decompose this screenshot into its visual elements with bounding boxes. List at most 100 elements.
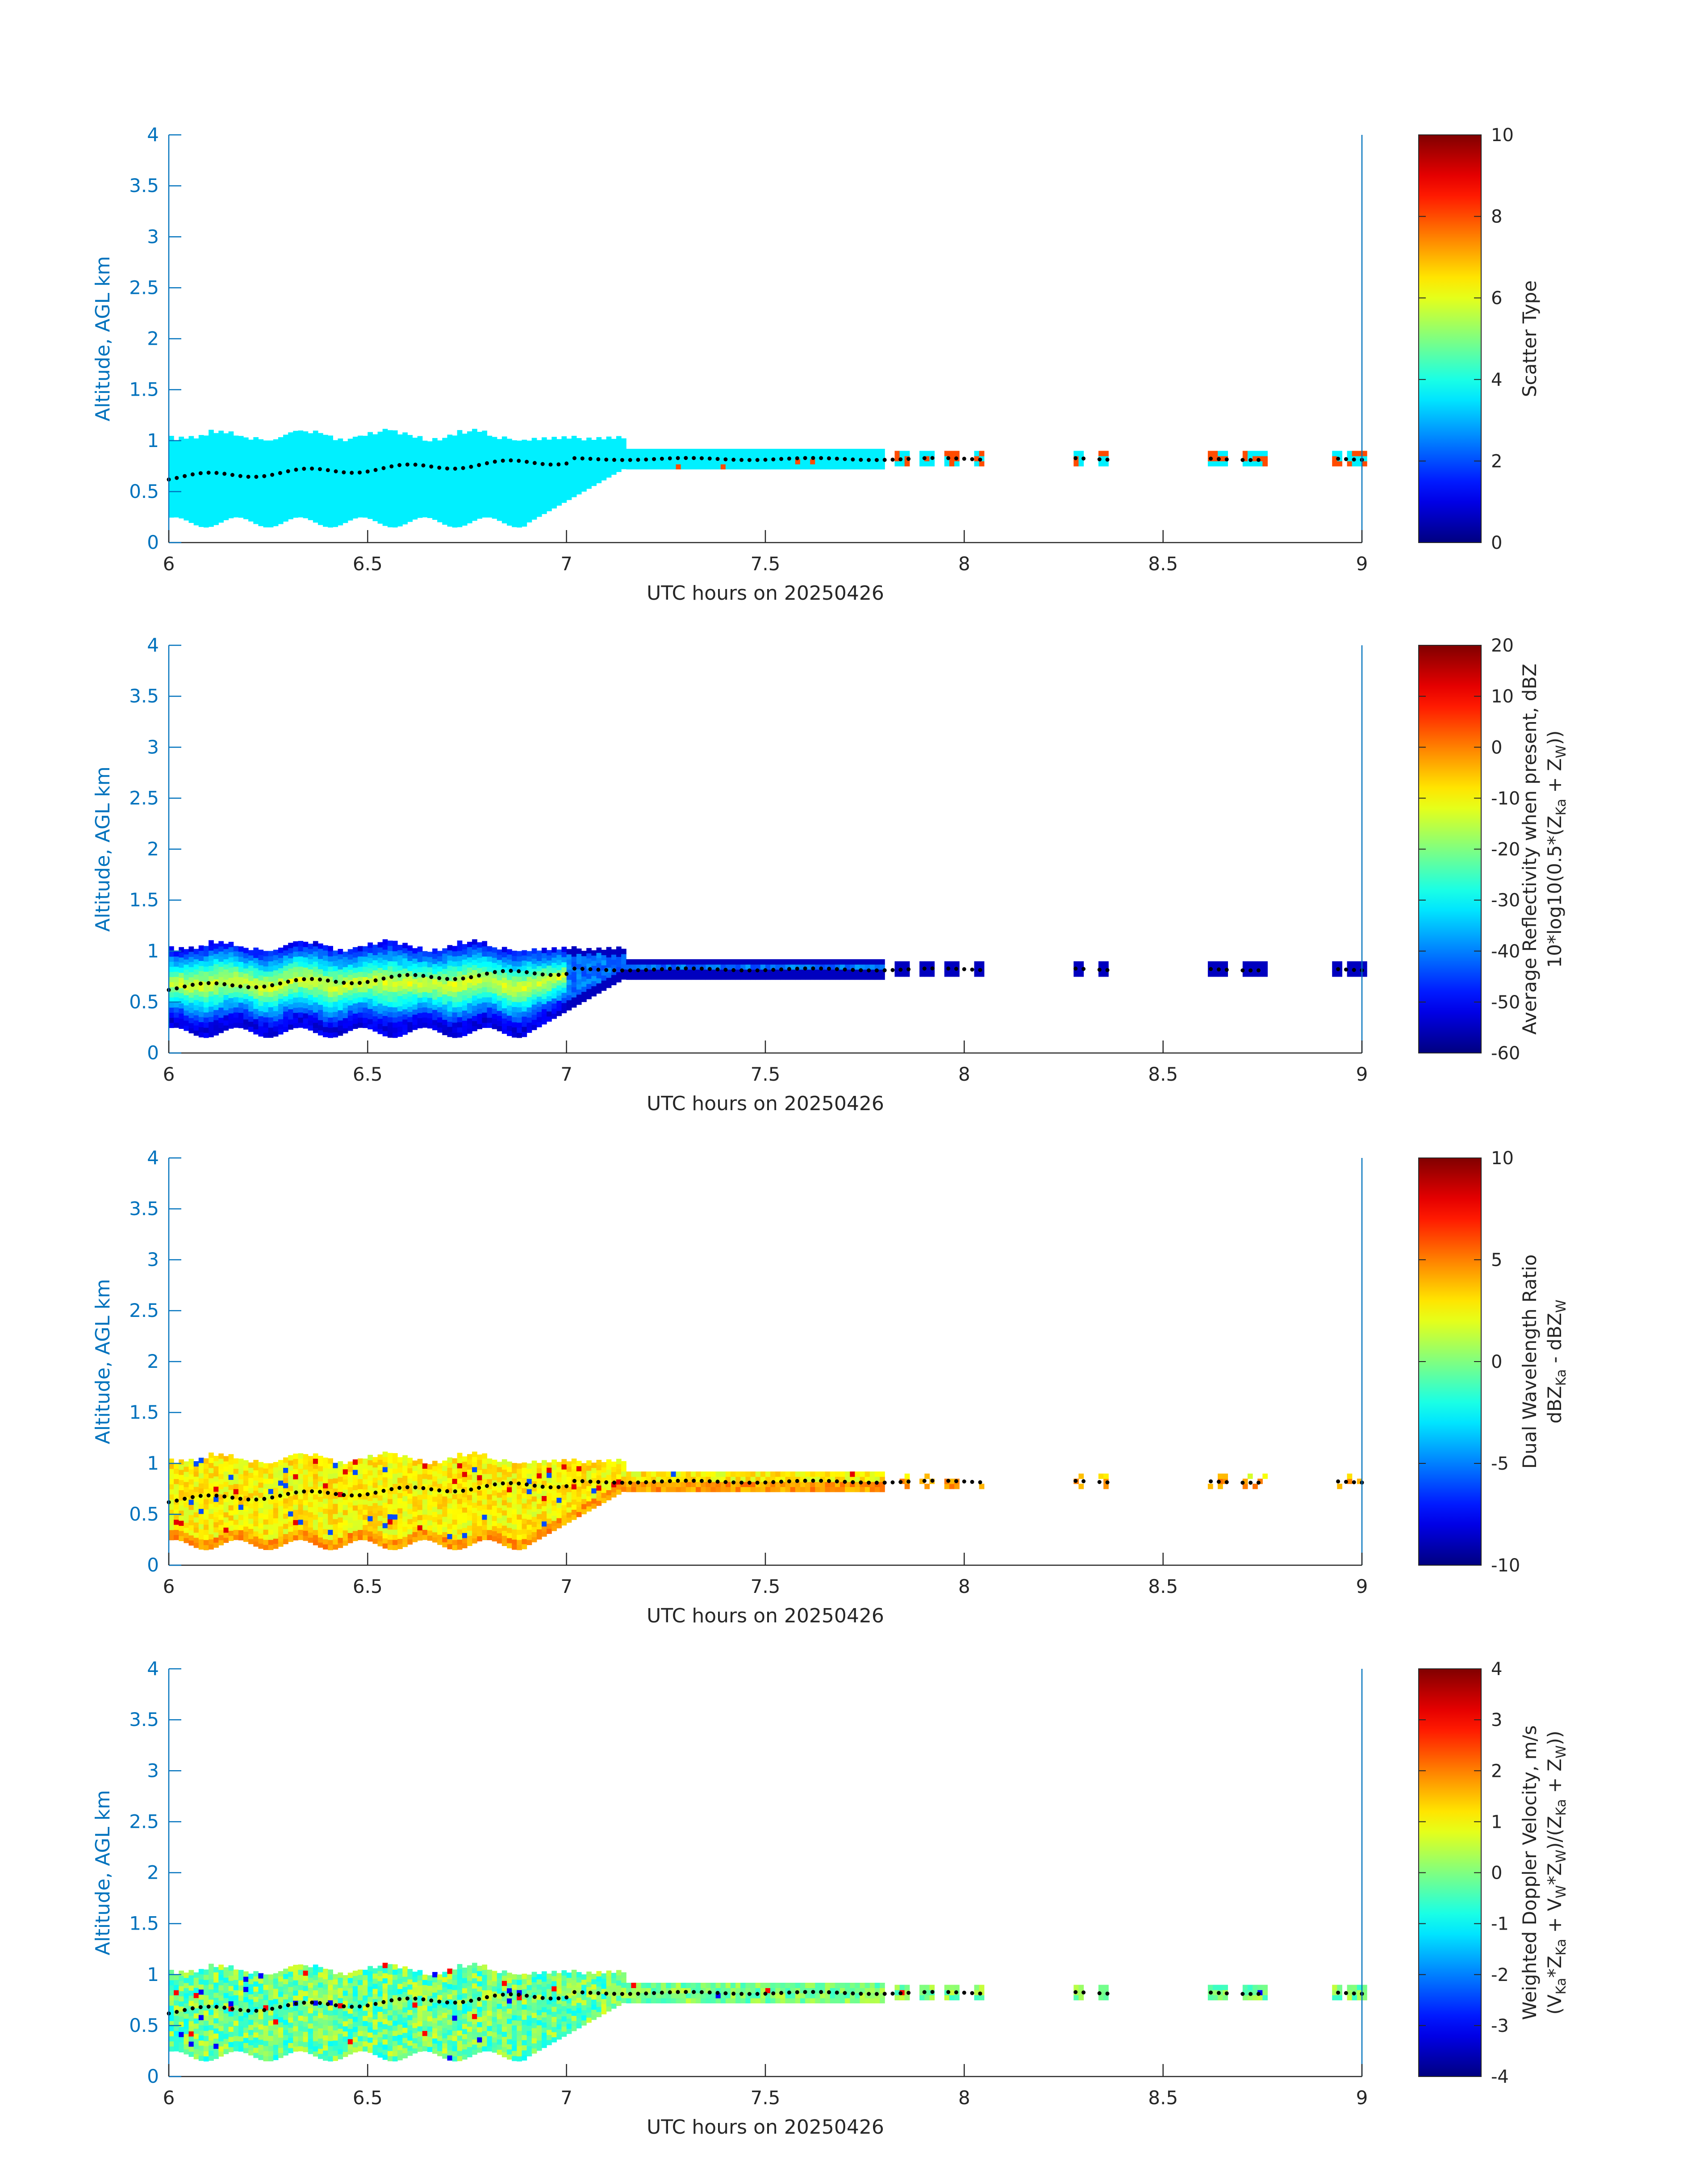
heatmap-cell bbox=[352, 967, 358, 973]
heatmap-cell bbox=[313, 512, 318, 518]
heatmap-cell bbox=[278, 452, 284, 458]
heatmap-cell bbox=[303, 957, 309, 963]
heatmap-cell bbox=[273, 1492, 279, 1498]
x-tick-label: 7 bbox=[560, 1063, 572, 1085]
heatmap-cell bbox=[347, 1010, 353, 1016]
heatmap-cell bbox=[427, 1474, 433, 1480]
heatmap-cell bbox=[283, 1498, 288, 1504]
heatmap-cell bbox=[556, 1011, 562, 1016]
heatmap-cell bbox=[442, 484, 447, 489]
heatmap-cell bbox=[626, 454, 631, 460]
heatmap-cell bbox=[263, 1514, 269, 1520]
heatmap-cell bbox=[835, 464, 840, 470]
heatmap-cell bbox=[213, 959, 219, 965]
heatmap-cell bbox=[477, 437, 482, 443]
cloud-base-dot bbox=[206, 981, 211, 985]
heatmap-cell bbox=[393, 1473, 398, 1479]
heatmap-cell bbox=[393, 1504, 398, 1509]
cloud-base-dot bbox=[373, 978, 378, 982]
heatmap-cell bbox=[487, 1468, 493, 1474]
heatmap-cell bbox=[382, 429, 388, 435]
heatmap-cell bbox=[179, 477, 184, 483]
heatmap-cell bbox=[338, 489, 343, 495]
heatmap-cell bbox=[213, 438, 219, 444]
heatmap-cell bbox=[487, 971, 493, 977]
heatmap-cell bbox=[213, 1496, 219, 1502]
heatmap-cell bbox=[561, 472, 567, 477]
heatmap-cell bbox=[298, 986, 304, 992]
heatmap-cell bbox=[367, 948, 373, 953]
heatmap-cell bbox=[412, 484, 418, 489]
heatmap-cell bbox=[338, 1542, 343, 1548]
heatmap-cell bbox=[417, 512, 423, 518]
heatmap-cell bbox=[561, 467, 567, 472]
heatmap-cell bbox=[198, 1503, 204, 1509]
heatmap-cell bbox=[422, 507, 428, 513]
heatmap-cell bbox=[347, 1533, 353, 1538]
heatmap-cell bbox=[497, 965, 502, 970]
heatmap-cell bbox=[393, 986, 398, 992]
heatmap-cell bbox=[432, 479, 438, 485]
heatmap-cell bbox=[526, 1007, 532, 1013]
heatmap-cell bbox=[223, 999, 229, 1005]
heatmap-cell bbox=[919, 971, 925, 977]
heatmap-cell bbox=[253, 462, 259, 468]
heatmap-cell bbox=[501, 1013, 507, 1019]
heatmap-cell bbox=[477, 457, 482, 463]
heatmap-cell bbox=[492, 483, 497, 489]
heatmap-cell bbox=[512, 976, 517, 982]
heatmap-cell bbox=[198, 1524, 204, 1529]
heatmap-cell bbox=[407, 950, 413, 956]
heatmap-cell bbox=[203, 992, 209, 997]
heatmap-cell bbox=[393, 1463, 398, 1469]
heatmap-cell bbox=[213, 484, 219, 489]
heatmap-cell bbox=[740, 964, 746, 970]
heatmap-cell bbox=[487, 987, 493, 992]
heatmap-cell bbox=[974, 971, 980, 977]
heatmap-cell bbox=[596, 957, 602, 963]
heatmap-cell bbox=[253, 518, 259, 524]
heatmap-cell bbox=[169, 1529, 174, 1535]
heatmap-cell bbox=[358, 1514, 363, 1520]
heatmap-cell bbox=[203, 946, 209, 952]
heatmap-cell bbox=[188, 1515, 194, 1521]
heatmap-cell bbox=[198, 1483, 204, 1489]
heatmap-cell bbox=[174, 1002, 179, 1007]
heatmap-cell bbox=[452, 1473, 458, 1479]
heatmap-cell bbox=[209, 950, 214, 956]
heatmap-cell bbox=[611, 464, 617, 470]
heatmap-cell bbox=[706, 969, 711, 975]
heatmap-cell bbox=[278, 468, 284, 473]
heatmap-cell bbox=[218, 492, 224, 497]
heatmap-cell bbox=[268, 466, 274, 472]
heatmap-cell bbox=[323, 945, 328, 951]
heatmap-cell bbox=[512, 455, 517, 461]
heatmap-cell bbox=[303, 1464, 309, 1470]
heatmap-cell bbox=[457, 1508, 463, 1514]
heatmap-cell bbox=[512, 471, 517, 476]
heatmap-cell bbox=[372, 1462, 378, 1468]
heatmap-cell bbox=[501, 477, 507, 483]
heatmap-cell bbox=[323, 1518, 328, 1524]
cloud-base-dot bbox=[294, 978, 298, 982]
heatmap-cell bbox=[298, 1483, 304, 1489]
heatmap-cell bbox=[477, 957, 482, 963]
heatmap-cell bbox=[367, 1496, 373, 1501]
heatmap-cell bbox=[203, 1504, 209, 1510]
heatmap-cell bbox=[805, 449, 810, 454]
heatmap-cell bbox=[596, 963, 602, 968]
heatmap-cell bbox=[542, 994, 547, 999]
heatmap-cell bbox=[825, 459, 831, 464]
heatmap-cell bbox=[586, 483, 592, 489]
heatmap-cell bbox=[512, 501, 517, 507]
heatmap-cell bbox=[1362, 461, 1367, 467]
heatmap-cell bbox=[213, 1020, 219, 1025]
heatmap-cell bbox=[358, 1022, 363, 1028]
heatmap-cell bbox=[263, 445, 269, 451]
heatmap-cell bbox=[467, 467, 472, 472]
heatmap-cell bbox=[248, 506, 254, 511]
heatmap-cell bbox=[1257, 456, 1263, 461]
heatmap-cell bbox=[477, 493, 482, 498]
